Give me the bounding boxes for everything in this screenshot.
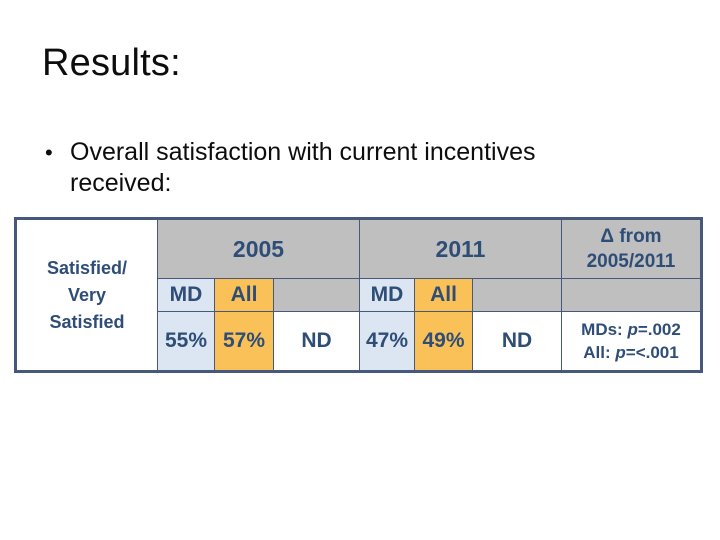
subheader-2005-blank <box>273 278 360 312</box>
row-label-line1: Satisfied/ <box>46 257 128 278</box>
delta-header-cell: Δ from 2005/2011 <box>561 218 702 279</box>
delta-significance-cell: MDs: p=.002 All: p=<.001 <box>561 311 702 372</box>
row-label-line2: Very <box>67 284 107 305</box>
value-2011-md: 47% <box>359 311 415 372</box>
delta-md-p-symbol: p <box>627 320 638 339</box>
table-row-group-headers: Satisfied/ Very Satisfied 2005 2011 Δ fr… <box>15 218 702 372</box>
delta-all-p-symbol: p <box>615 343 626 362</box>
subheader-2011-all: All <box>414 278 473 312</box>
value-2011-all: 49% <box>414 311 473 372</box>
delta-md-pvalue: MDs: p=.002 <box>563 318 701 341</box>
subheader-delta-blank <box>561 278 702 312</box>
bullet-glyph: • <box>45 140 53 165</box>
slide-title: Results: <box>42 42 181 84</box>
subheader-2005-md: MD <box>157 278 215 312</box>
delta-header-line1: Δ from <box>600 226 662 247</box>
delta-all-pvalue: All: p=<.001 <box>563 341 701 364</box>
value-2005-nd: ND <box>273 311 360 372</box>
year-header-2011: 2011 <box>359 218 562 279</box>
bullet-text: Overall satisfaction with current incent… <box>70 138 536 197</box>
table-row-sub-headers: MD All MD All <box>16 278 702 312</box>
value-2005-all: 57% <box>214 311 274 372</box>
delta-all-prefix: All: <box>583 343 616 362</box>
satisfaction-table: Satisfied/ Very Satisfied 2005 2011 Δ fr… <box>14 217 703 373</box>
year-header-2005: 2005 <box>157 218 360 279</box>
subheader-2011-md: MD <box>359 278 415 312</box>
row-label-cell: Satisfied/ Very Satisfied <box>15 218 158 372</box>
table-row-data: 55% 57% ND 47% 49% ND MDs: p=.002 All: p… <box>16 311 702 372</box>
delta-all-value: =<.001 <box>625 343 679 362</box>
delta-md-value: =.002 <box>637 320 681 339</box>
row-label-line3: Satisfied <box>49 311 125 332</box>
value-2005-md: 55% <box>157 311 215 372</box>
delta-header-line2: 2005/2011 <box>586 251 676 272</box>
subheader-2005-all: All <box>214 278 274 312</box>
delta-md-prefix: MDs: <box>581 320 628 339</box>
subheader-2011-blank <box>472 278 562 312</box>
bullet-item: • Overall satisfaction with current ince… <box>45 137 638 199</box>
value-2011-nd: ND <box>472 311 562 372</box>
